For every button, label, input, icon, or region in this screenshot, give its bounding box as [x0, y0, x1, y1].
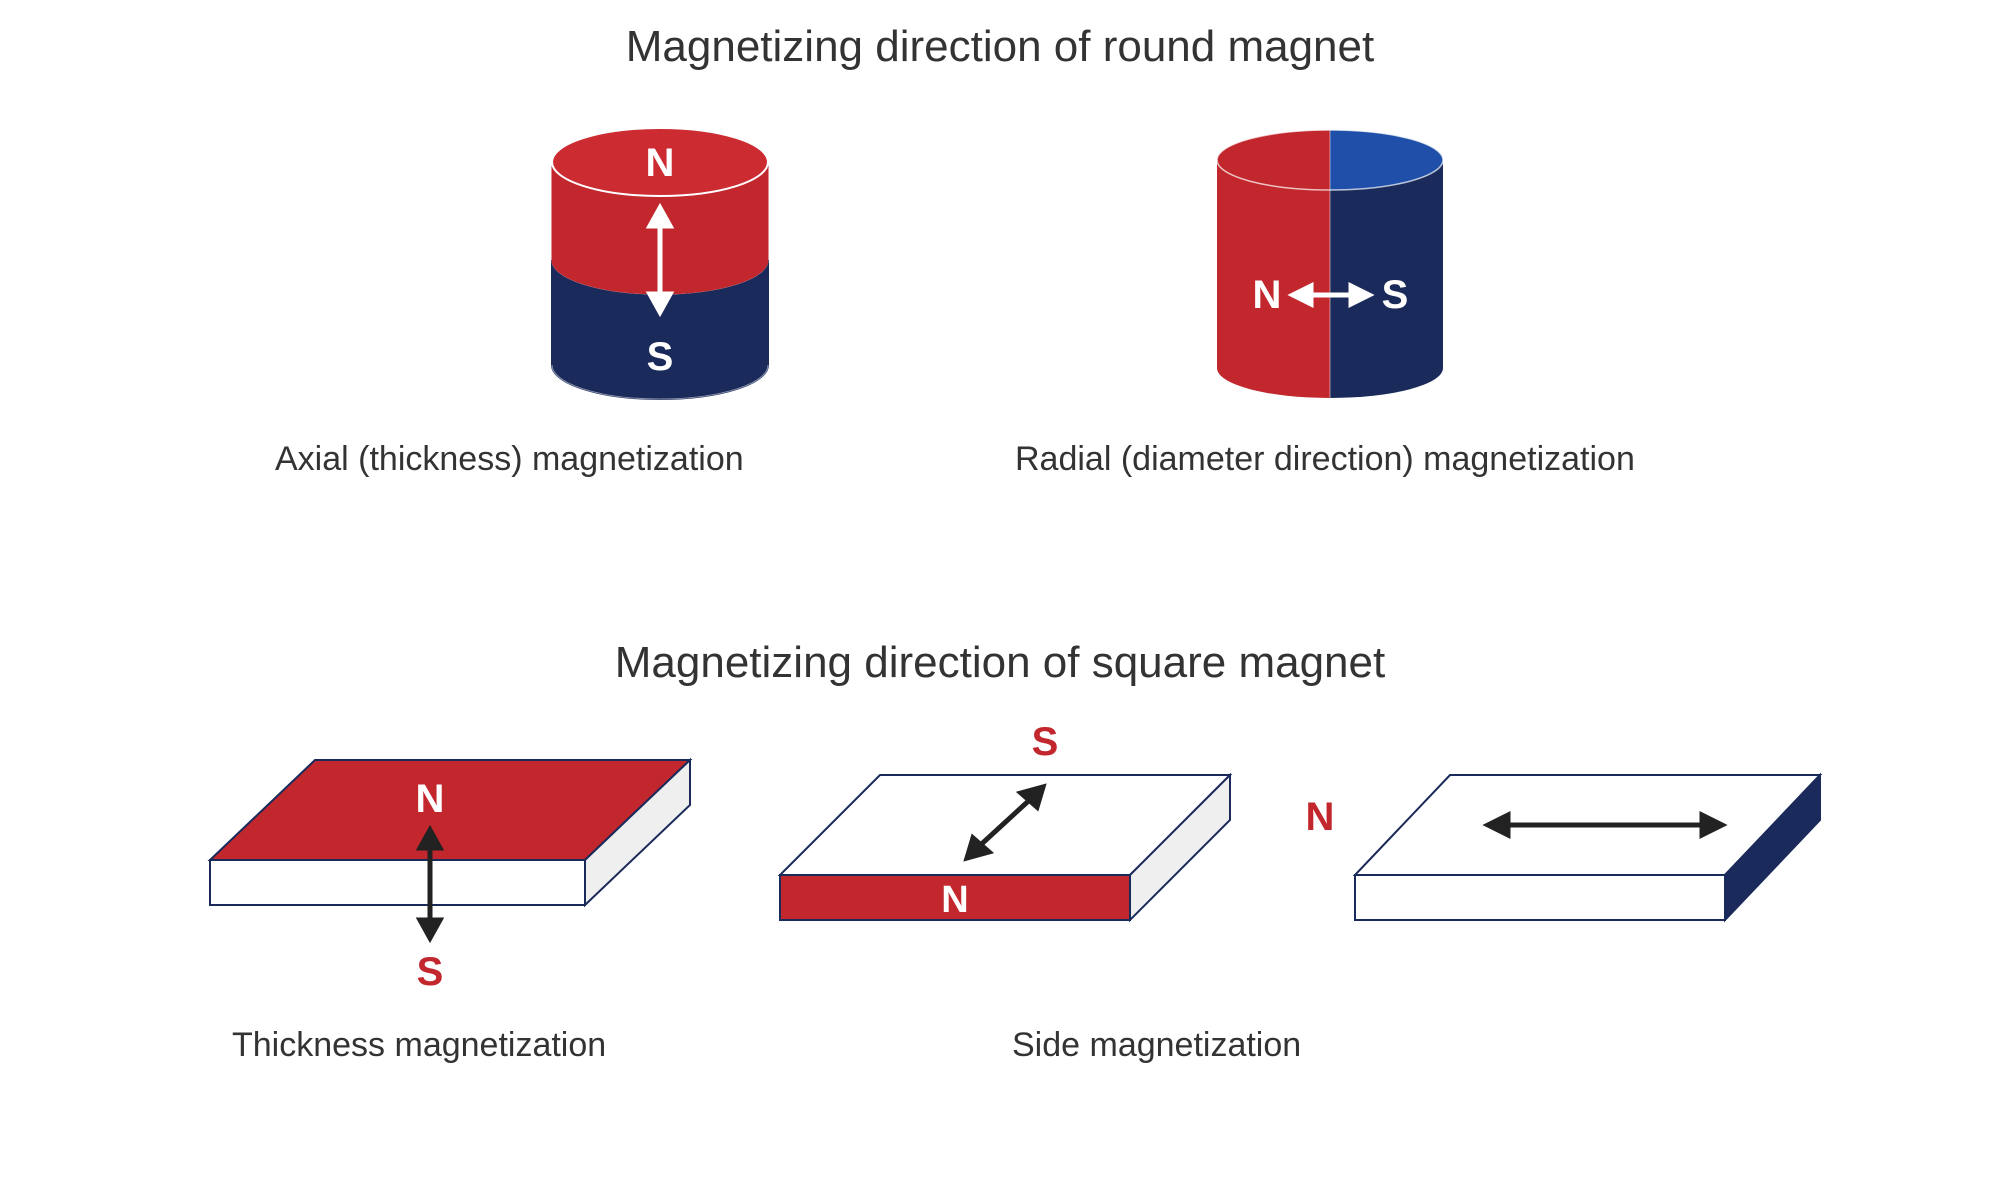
thickness-n-label: N — [416, 777, 445, 821]
square-section-title: Magnetizing direction of square magnet — [0, 638, 2000, 688]
axial-cylinder-diagram: N S — [530, 120, 790, 440]
radial-n-label: N — [1253, 273, 1282, 317]
radial-s-label: S — [1382, 273, 1409, 317]
side1-n-label: N — [941, 879, 968, 921]
radial-cylinder-diagram: N S — [1195, 120, 1465, 440]
axial-caption: Axial (thickness) magnetization — [275, 440, 744, 479]
axial-s-label: S — [647, 335, 674, 379]
round-section-title: Magnetizing direction of round magnet — [0, 22, 2000, 72]
side2-n-label: N — [1306, 795, 1335, 839]
radial-caption: Radial (diameter direction) magnetizatio… — [1015, 440, 1635, 479]
side-caption: Side magnetization — [1012, 1026, 1301, 1065]
thickness-s-label: S — [417, 950, 444, 994]
infographic-root: Magnetizing direction of round magnet N … — [0, 0, 2000, 1200]
thickness-square-diagram: N S — [200, 740, 720, 1040]
side2-square-diagram: N — [1290, 760, 1850, 1020]
side1-s-label: S — [1032, 720, 1059, 764]
side1-square-diagram: S N — [770, 720, 1270, 1020]
axial-n-label: N — [646, 141, 675, 185]
thickness-caption: Thickness magnetization — [232, 1026, 606, 1065]
